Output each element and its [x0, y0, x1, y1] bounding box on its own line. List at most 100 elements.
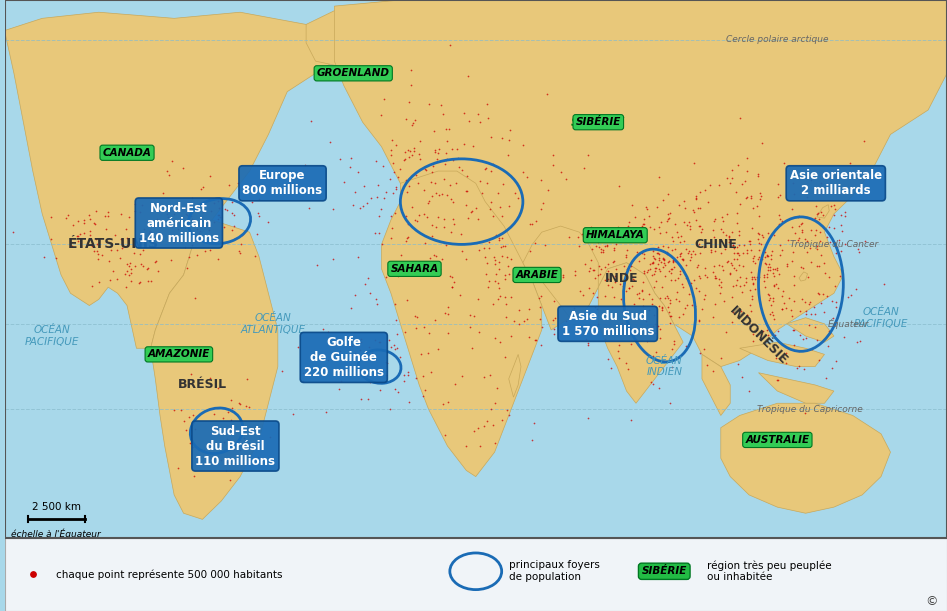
Point: [431, 213, 446, 222]
Point: [744, 291, 759, 301]
Point: [834, 265, 849, 275]
Point: [775, 291, 790, 301]
Point: [643, 259, 658, 269]
Point: [152, 236, 168, 246]
Point: [811, 288, 826, 298]
Point: [731, 230, 746, 240]
Point: [133, 277, 148, 287]
Point: [774, 216, 789, 226]
Point: [766, 313, 781, 323]
Point: [612, 353, 627, 363]
Point: [437, 174, 452, 184]
Point: [179, 425, 194, 434]
Point: [752, 188, 767, 198]
Point: [206, 409, 222, 419]
Point: [479, 235, 494, 244]
Point: [807, 323, 822, 332]
Point: [707, 299, 723, 309]
Point: [397, 154, 412, 164]
Point: [661, 266, 676, 276]
Point: [210, 382, 225, 392]
Text: 2 500 km: 2 500 km: [32, 502, 80, 512]
Point: [84, 241, 99, 251]
Point: [450, 153, 465, 163]
Point: [675, 254, 690, 263]
Point: [438, 148, 454, 158]
Point: [360, 375, 375, 385]
Point: [91, 249, 106, 259]
Point: [456, 139, 472, 149]
Point: [621, 283, 636, 293]
Point: [813, 178, 829, 188]
Point: [417, 185, 432, 194]
Point: [716, 265, 731, 275]
Point: [763, 300, 778, 310]
Point: [170, 224, 186, 233]
Point: [584, 255, 599, 265]
Point: [498, 312, 513, 321]
Point: [361, 343, 376, 353]
Text: INDONÉSIE: INDONÉSIE: [726, 304, 790, 368]
Point: [651, 259, 666, 269]
Point: [837, 239, 852, 249]
Point: [487, 437, 502, 447]
Point: [745, 203, 760, 213]
Point: [177, 416, 192, 426]
Point: [438, 309, 453, 318]
Point: [754, 254, 769, 264]
Point: [76, 218, 91, 228]
Point: [203, 246, 218, 255]
Point: [770, 283, 785, 293]
Point: [176, 163, 191, 172]
Point: [647, 254, 662, 264]
Point: [537, 240, 552, 250]
Point: [620, 319, 635, 329]
Point: [659, 249, 674, 259]
Point: [639, 267, 654, 277]
Point: [660, 247, 675, 257]
Point: [424, 231, 439, 241]
Point: [670, 227, 685, 237]
Point: [459, 186, 474, 196]
Point: [682, 289, 697, 299]
Point: [181, 252, 196, 262]
Point: [373, 204, 388, 214]
Point: [423, 177, 438, 187]
Point: [119, 233, 134, 243]
Text: SIBÉRIE: SIBÉRIE: [641, 566, 687, 576]
Point: [790, 235, 805, 244]
Point: [755, 230, 770, 240]
Point: [795, 294, 810, 304]
Point: [302, 203, 317, 213]
Point: [384, 342, 399, 352]
Point: [461, 116, 476, 126]
Point: [814, 186, 830, 196]
Point: [679, 341, 694, 351]
Point: [634, 247, 650, 257]
Polygon shape: [523, 226, 599, 318]
Point: [37, 252, 52, 262]
Point: [798, 306, 813, 315]
Point: [621, 324, 636, 334]
Point: [244, 197, 259, 207]
Point: [637, 227, 652, 237]
Point: [321, 327, 336, 337]
Point: [833, 246, 849, 255]
Point: [455, 165, 470, 175]
Point: [534, 175, 549, 185]
Point: [676, 309, 691, 319]
Point: [715, 216, 730, 226]
Point: [852, 336, 867, 346]
Point: [527, 238, 543, 248]
Point: [623, 339, 638, 349]
Point: [438, 240, 454, 250]
Point: [703, 245, 718, 255]
Point: [464, 343, 479, 353]
Point: [424, 167, 439, 177]
Point: [460, 71, 475, 81]
Point: [77, 215, 92, 225]
Point: [511, 305, 527, 315]
Point: [665, 232, 680, 242]
Point: [783, 305, 798, 315]
Point: [706, 313, 721, 323]
